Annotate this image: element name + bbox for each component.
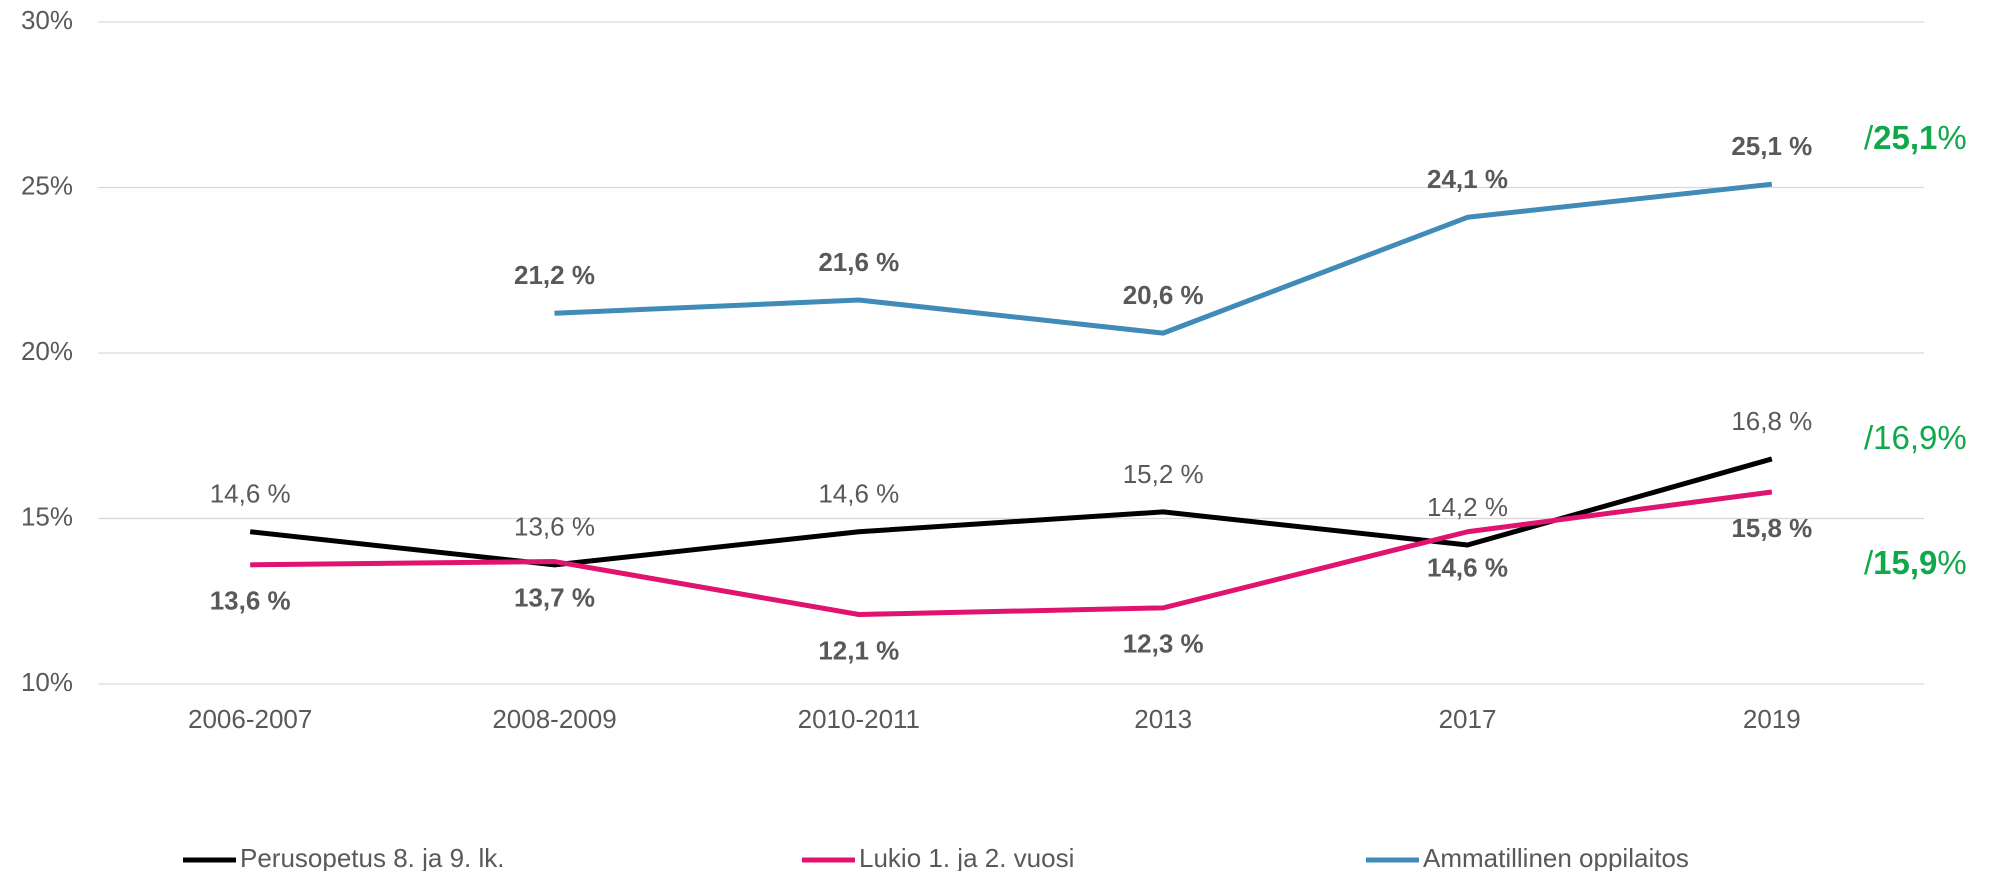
x-tick-label: 2008-2009 [492,704,616,734]
data-label: 13,6 % [514,512,595,542]
x-tick-label: 2006-2007 [188,704,312,734]
data-label: 14,6 % [818,479,899,509]
series-line [250,489,1773,617]
annotation-part: 25,1 [1873,119,1937,156]
y-tick-label: 10% [21,667,73,697]
y-tick-label: 25% [21,170,73,200]
data-label: 13,7 % [514,582,595,612]
annotation-part: % [1937,544,1966,581]
data-label: 21,2 % [514,260,595,290]
annotation-part: / [1864,419,1874,456]
x-tick-label: 2010-2011 [798,704,920,734]
data-label: 14,6 % [1427,553,1508,583]
data-label: 14,6 % [210,479,291,509]
y-tick-label: 20% [21,336,73,366]
legend-label: Perusopetus 8. ja 9. lk. [240,843,504,871]
annotation-part: % [1937,119,1966,156]
annotation-part: 15,9 [1873,544,1937,581]
data-label: 13,6 % [210,586,291,616]
data-label: 25,1 % [1731,131,1812,161]
data-label: 12,1 % [818,635,899,665]
annotation: /15,9% [1864,544,1967,581]
annotation: /16,9% [1864,419,1967,456]
y-tick-label: 30% [21,5,73,35]
series-line [554,181,1773,336]
legend-label: Lukio 1. ja 2. vuosi [859,843,1074,871]
x-tick-label: 2019 [1743,704,1801,734]
annotation-part: % [1937,419,1966,456]
annotation-part: / [1864,119,1874,156]
data-label: 15,2 % [1123,459,1204,489]
data-label: 20,6 % [1123,280,1204,310]
data-label: 15,8 % [1731,513,1812,543]
series-line [249,456,1773,568]
annotation: /25,1% [1864,119,1967,156]
x-tick-label: 2013 [1134,704,1192,734]
data-label: 21,6 % [818,247,899,277]
y-tick-label: 15% [21,501,73,531]
data-label: 14,2 % [1427,492,1508,522]
data-label: 12,3 % [1123,629,1204,659]
annotation-part: / [1864,544,1874,581]
data-label: 24,1 % [1427,164,1508,194]
annotation-part: 16,9 [1873,419,1937,456]
legend-label: Ammatillinen oppilaitos [1423,843,1689,871]
data-label: 16,8 % [1731,406,1812,436]
x-tick-label: 2017 [1439,704,1497,734]
